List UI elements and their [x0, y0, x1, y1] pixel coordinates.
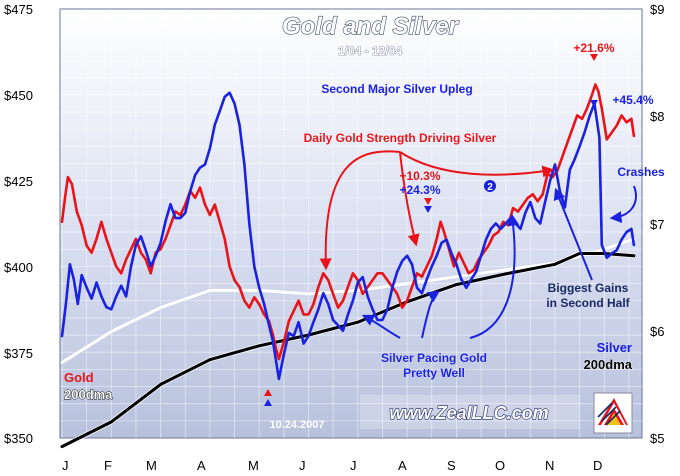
ann-pacing-line2: Pretty Well — [403, 366, 465, 380]
marker-blue-aug — [424, 206, 432, 213]
y-left-tick-475: $475 — [4, 2, 33, 17]
ann-date-mark: 10.24.2007 — [269, 419, 324, 431]
legend-silver: Silver — [597, 340, 632, 355]
ann-pacing-line1: Silver Pacing Gold — [381, 351, 487, 365]
ann-daily-gold: Daily Gold Strength Driving Silver — [304, 131, 497, 145]
gridlines — [60, 9, 642, 438]
ann-gain-gold-mid: +10.3% — [399, 169, 440, 183]
marker-blue-dec — [590, 100, 598, 107]
arrow-pacing-right — [469, 213, 520, 339]
x-tick-jul: J — [350, 458, 357, 473]
arrow-daily-gold-mid — [399, 151, 420, 247]
ann-circled-two: 2 — [487, 182, 493, 193]
marker-blue-may — [264, 399, 272, 406]
silver-line — [60, 91, 636, 381]
y-right-tick-6: $6 — [650, 324, 664, 339]
y-right-tick-7: $7 — [650, 217, 664, 232]
ann-gain-silver-top: +45.4% — [612, 93, 653, 107]
arrow-pacing-mid — [421, 290, 440, 339]
zeal-logo-icon — [593, 392, 633, 434]
ann-second-upleg: Second Major Silver Upleg — [321, 82, 472, 96]
x-tick-dec: D — [593, 458, 602, 473]
arrow-biggest-gains — [553, 187, 593, 281]
x-tick-feb: F — [104, 458, 112, 473]
ann-biggest-gains-line1: Biggest Gains — [548, 281, 629, 295]
y-right-tick-9: $9 — [650, 2, 664, 17]
arrow-daily-gold-right — [399, 151, 555, 178]
y-right-tick-5: $5 — [650, 431, 664, 446]
x-tick-may: M — [248, 458, 259, 473]
plot-background — [59, 8, 643, 439]
y-left-tick-350: $350 — [4, 431, 33, 446]
left-axis: $475 $450 $425 $400 $375 $350 — [4, 2, 33, 446]
annotation-arrows — [319, 150, 637, 339]
x-tick-nov: N — [545, 458, 554, 473]
x-tick-jan: J — [62, 458, 69, 473]
legend-gold-200dma: 200dma — [64, 387, 113, 402]
legend-gold: Gold — [64, 370, 94, 385]
circled-number-marker — [484, 180, 496, 192]
x-tick-jun: J — [299, 458, 306, 473]
ann-gain-silver-mid: +24.3% — [399, 183, 440, 197]
y-right-tick-8: $8 — [650, 109, 664, 124]
arrow-crashes — [609, 185, 637, 224]
marker-red-aug — [424, 198, 432, 205]
x-tick-aug: A — [398, 458, 407, 473]
series-layer — [60, 83, 636, 449]
x-tick-apr: A — [197, 458, 206, 473]
peak-markers — [264, 54, 598, 406]
ann-gain-gold-top: +21.6% — [573, 41, 614, 55]
x-axis: J F M A M J J A S O N D — [62, 458, 602, 473]
arrow-pacing-left — [361, 314, 401, 339]
x-tick-mar: M — [146, 458, 157, 473]
y-left-tick-425: $425 — [4, 174, 33, 189]
y-left-tick-450: $450 — [4, 88, 33, 103]
marker-red-may — [264, 389, 272, 396]
website-banner — [360, 395, 580, 429]
x-tick-oct: O — [495, 458, 505, 473]
legend-silver-200dma: 200dma — [584, 357, 633, 372]
ann-crashes: Crashes — [617, 165, 665, 179]
chart-title: Gold and Silver — [282, 13, 460, 40]
chart-subtitle: 1/04 - 12/04 — [338, 44, 402, 58]
arrow-daily-gold-left — [319, 150, 401, 271]
right-axis: $9 $8 $7 $6 $5 — [650, 2, 664, 446]
silver-200dma-line — [60, 252, 636, 449]
y-left-tick-375: $375 — [4, 346, 33, 361]
y-left-tick-400: $400 — [4, 260, 33, 275]
website-url[interactable]: www.ZealLLC.com — [389, 402, 550, 423]
ann-biggest-gains-line2: in Second Half — [546, 296, 630, 310]
marker-red-dec — [590, 54, 598, 61]
x-tick-sep: S — [447, 458, 456, 473]
